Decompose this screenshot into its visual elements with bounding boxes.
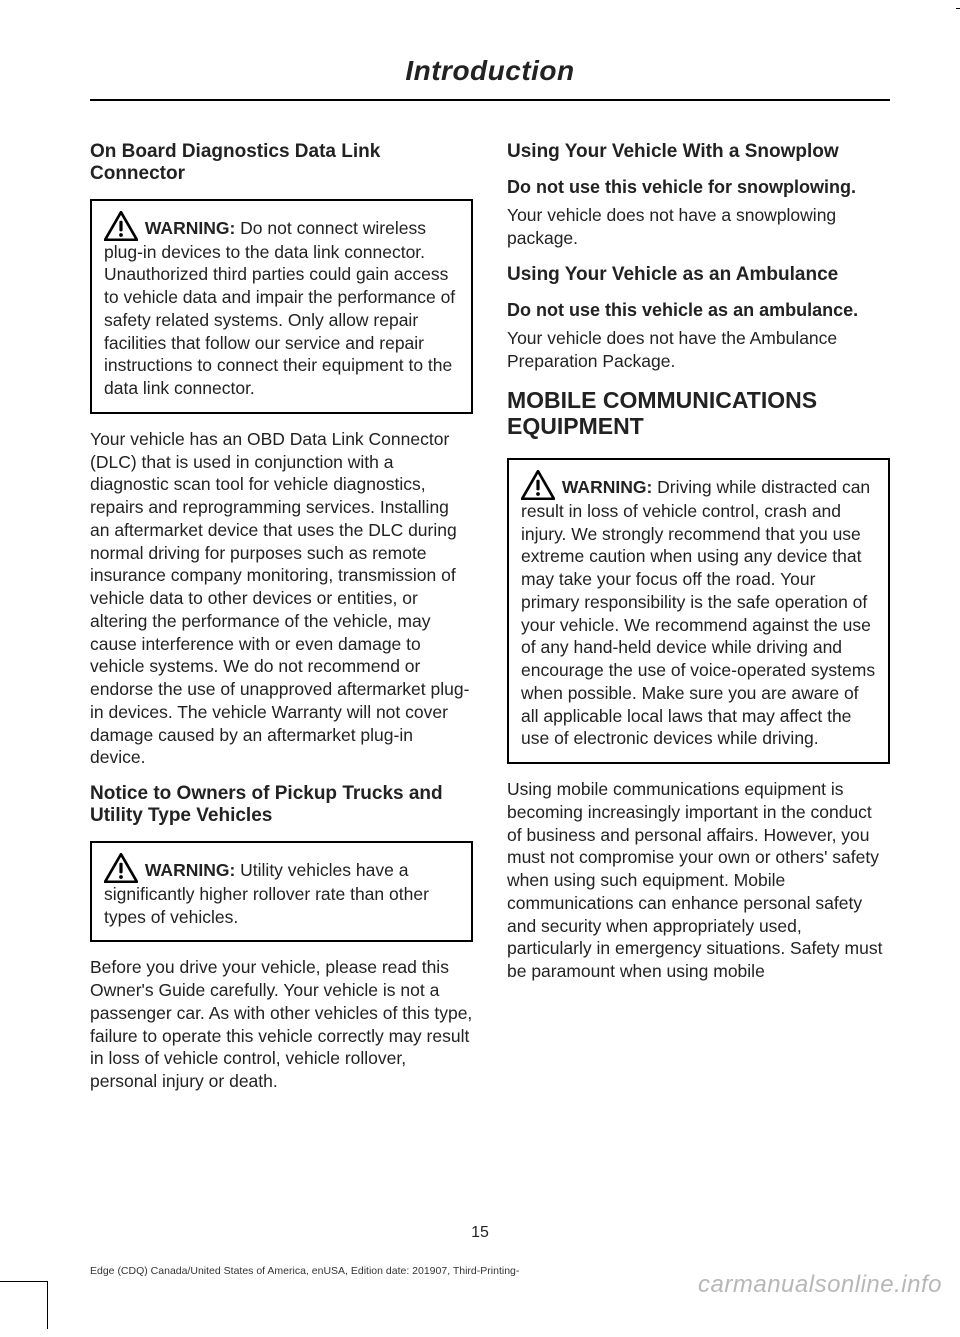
warning-text: WARNING: Driving while distracted can re… — [521, 470, 876, 750]
page-number: 15 — [0, 1224, 960, 1242]
warning-text: WARNING: Utility vehicles have a signifi… — [104, 853, 459, 929]
section-heading: Using Your Vehicle as an Ambulance — [507, 264, 890, 286]
warning-body: Driving while distracted can result in l… — [521, 477, 875, 749]
section-heading: Using Your Vehicle With a Snowplow — [507, 141, 890, 163]
warning-label: WARNING: — [562, 477, 652, 497]
footer-metadata: Edge (CDQ) Canada/United States of Ameri… — [90, 1265, 519, 1277]
warning-box: WARNING: Do not connect wireless plug-in… — [90, 199, 473, 414]
text-columns: On Board Diagnostics Data Link Connector… — [90, 141, 890, 1107]
section-heading: Notice to Owners of Pickup Trucks and Ut… — [90, 783, 473, 827]
warning-triangle-icon — [104, 853, 138, 883]
left-column: On Board Diagnostics Data Link Connector… — [90, 141, 473, 1107]
watermark: carmanualsonline.info — [698, 1271, 942, 1299]
body-paragraph: Before you drive your vehicle, please re… — [90, 956, 473, 1093]
warning-label: WARNING: — [145, 218, 235, 238]
section-heading: On Board Diagnostics Data Link Connector — [90, 141, 473, 185]
warning-box: WARNING: Utility vehicles have a signifi… — [90, 841, 473, 943]
crop-mark-bl — [0, 1281, 48, 1329]
major-heading: MOBILE COMMUNICATIONS EQUIPMENT — [507, 387, 890, 440]
body-paragraph: Your vehicle does not have a snowplowing… — [507, 204, 890, 250]
warning-body: Do not connect wireless plug-in devices … — [104, 218, 455, 399]
warning-box: WARNING: Driving while distracted can re… — [507, 458, 890, 764]
subsection-heading: Do not use this vehicle for snowplowing. — [507, 177, 890, 199]
body-paragraph: Your vehicle has an OBD Data Link Connec… — [90, 428, 473, 769]
body-paragraph: Your vehicle does not have the Ambulance… — [507, 327, 890, 373]
chapter-title: Introduction — [90, 55, 890, 101]
page-content: Introduction On Board Diagnostics Data L… — [0, 0, 960, 1270]
warning-text: WARNING: Do not connect wireless plug-in… — [104, 211, 459, 400]
warning-label: WARNING: — [145, 860, 235, 880]
body-paragraph: Using mobile communications equipment is… — [507, 778, 890, 983]
warning-triangle-icon — [521, 470, 555, 500]
warning-triangle-icon — [104, 211, 138, 241]
right-column: Using Your Vehicle With a Snowplow Do no… — [507, 141, 890, 1107]
subsection-heading: Do not use this vehicle as an ambulance. — [507, 300, 890, 322]
